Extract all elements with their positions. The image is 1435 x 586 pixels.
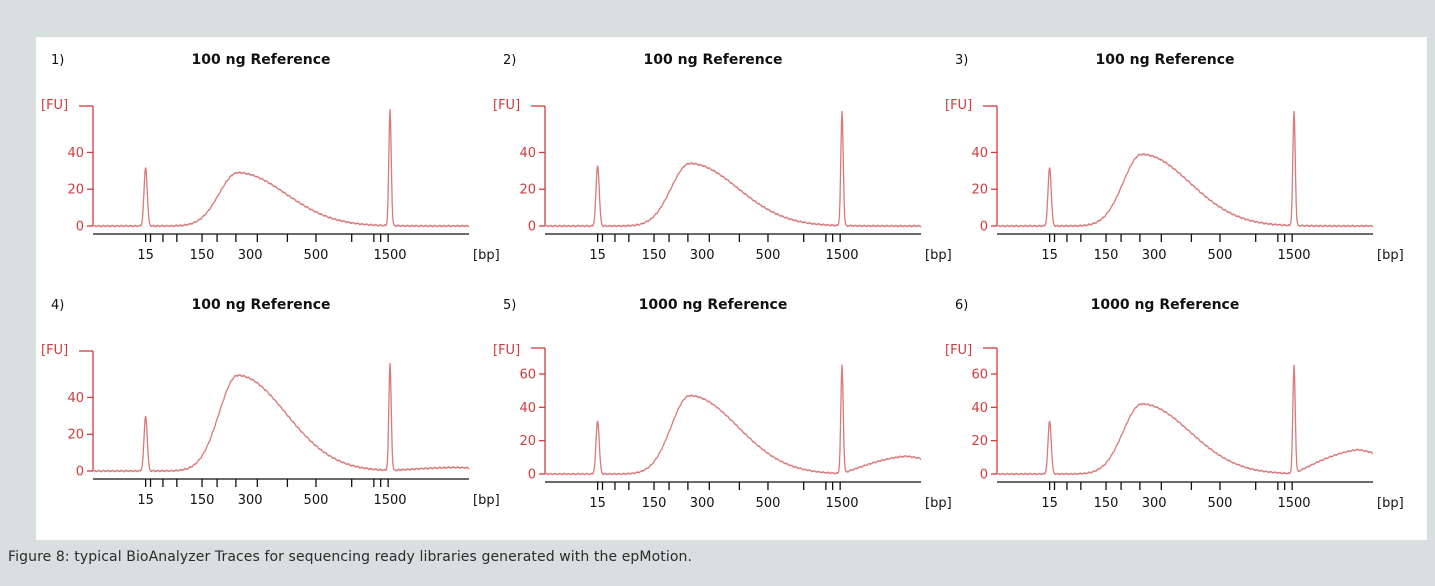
y-axis-label: [FU] xyxy=(945,343,972,358)
x-tick-label: 500 xyxy=(1208,496,1233,511)
trace-line xyxy=(996,364,1374,476)
x-tick-label: 300 xyxy=(690,248,715,263)
figure-caption: Figure 8: typical BioAnalyzer Traces for… xyxy=(8,549,693,565)
x-tick-label: 15 xyxy=(589,496,606,511)
trace-line xyxy=(544,110,922,228)
chart-6: 6) 1000 ng Reference [FU] 0 20 40 60 15 150 300 50… xyxy=(945,297,1404,511)
chart-title: 100 ng Reference xyxy=(192,52,331,68)
x-tick-label: 300 xyxy=(690,496,715,511)
x-tick-label: 1500 xyxy=(373,493,406,508)
x-tick-label: 300 xyxy=(1142,496,1167,511)
x-tick-label: 1500 xyxy=(825,496,858,511)
chart-1: 1) 100 ng Reference [FU] 0 20 40 15 150 300 500 15… xyxy=(41,52,500,263)
figure-panel: 1) 100 ng Reference [FU] 0 20 40 15 150 300 500 15… xyxy=(36,37,1427,540)
y-tick-label: 40 xyxy=(519,146,536,161)
x-tick-label: 15 xyxy=(137,493,154,508)
x-tick-label: 1500 xyxy=(825,248,858,263)
trace-line xyxy=(92,109,470,228)
panel-number: 3) xyxy=(955,53,968,68)
x-tick-label: 500 xyxy=(304,493,329,508)
trace-line xyxy=(544,364,922,476)
x-tick-label: 1500 xyxy=(1277,496,1310,511)
panel-number: 4) xyxy=(51,298,64,313)
x-tick-label: 500 xyxy=(756,248,781,263)
x-axis-label: [bp] xyxy=(473,493,500,508)
y-tick-label: 60 xyxy=(519,368,536,383)
x-tick-label: 500 xyxy=(1208,248,1233,263)
x-axis-label: [bp] xyxy=(1377,248,1404,263)
x-tick-label: 300 xyxy=(238,248,263,263)
y-tick-label: 20 xyxy=(67,183,84,198)
y-tick-label: 0 xyxy=(528,468,536,483)
trace-line xyxy=(92,363,470,473)
panel-number: 5) xyxy=(503,298,516,313)
panel-number: 1) xyxy=(51,53,64,68)
y-tick-label: 20 xyxy=(519,183,536,198)
x-tick-label: 15 xyxy=(589,248,606,263)
trace-line xyxy=(996,110,1374,228)
y-tick-label: 60 xyxy=(971,368,988,383)
x-tick-label: 150 xyxy=(190,248,215,263)
x-axis-label: [bp] xyxy=(925,248,952,263)
chart-title: 100 ng Reference xyxy=(1096,52,1235,68)
y-tick-label: 0 xyxy=(528,220,536,235)
chart-title: 1000 ng Reference xyxy=(1091,297,1240,313)
y-tick-label: 40 xyxy=(971,401,988,416)
chart-title: 100 ng Reference xyxy=(192,297,331,313)
chart-4: 4) 100 ng Reference [FU] 0 20 40 15 150 300 500 15… xyxy=(41,297,500,508)
x-tick-label: 150 xyxy=(1094,496,1119,511)
y-axis-label: [FU] xyxy=(41,343,68,358)
y-tick-label: 0 xyxy=(76,465,84,480)
y-tick-label: 40 xyxy=(519,401,536,416)
y-tick-label: 0 xyxy=(980,220,988,235)
x-tick-label: 15 xyxy=(1041,496,1058,511)
y-tick-label: 20 xyxy=(971,183,988,198)
x-tick-label: 15 xyxy=(1041,248,1058,263)
y-axis-label: [FU] xyxy=(945,98,972,113)
x-tick-label: 500 xyxy=(304,248,329,263)
x-axis-label: [bp] xyxy=(925,496,952,511)
y-tick-label: 40 xyxy=(67,146,84,161)
chart-title: 1000 ng Reference xyxy=(639,297,788,313)
y-tick-label: 40 xyxy=(67,391,84,406)
y-axis-label: [FU] xyxy=(493,343,520,358)
panel-number: 2) xyxy=(503,53,516,68)
chart-5: 5) 1000 ng Reference [FU] 0 20 40 60 15 150 300 50… xyxy=(493,297,952,511)
x-tick-label: 150 xyxy=(642,248,667,263)
x-tick-label: 150 xyxy=(190,493,215,508)
y-tick-label: 20 xyxy=(971,434,988,449)
x-tick-label: 500 xyxy=(756,496,781,511)
x-axis-label: [bp] xyxy=(473,248,500,263)
chart-title: 100 ng Reference xyxy=(644,52,783,68)
chart-3: 3) 100 ng Reference [FU] 0 20 40 15 150 300 500 15… xyxy=(945,52,1404,263)
x-tick-label: 150 xyxy=(642,496,667,511)
x-tick-label: 15 xyxy=(137,248,154,263)
x-tick-label: 1500 xyxy=(373,248,406,263)
y-tick-label: 0 xyxy=(76,220,84,235)
x-tick-label: 300 xyxy=(1142,248,1167,263)
y-tick-label: 20 xyxy=(67,428,84,443)
y-tick-label: 40 xyxy=(971,146,988,161)
x-axis-label: [bp] xyxy=(1377,496,1404,511)
y-tick-label: 0 xyxy=(980,468,988,483)
y-axis-label: [FU] xyxy=(41,98,68,113)
x-tick-label: 150 xyxy=(1094,248,1119,263)
x-tick-label: 300 xyxy=(238,493,263,508)
panel-number: 6) xyxy=(955,298,968,313)
y-tick-label: 20 xyxy=(519,434,536,449)
y-axis-label: [FU] xyxy=(493,98,520,113)
chart-2: 2) 100 ng Reference [FU] 0 20 40 15 150 300 500 15… xyxy=(493,52,952,263)
x-tick-label: 1500 xyxy=(1277,248,1310,263)
